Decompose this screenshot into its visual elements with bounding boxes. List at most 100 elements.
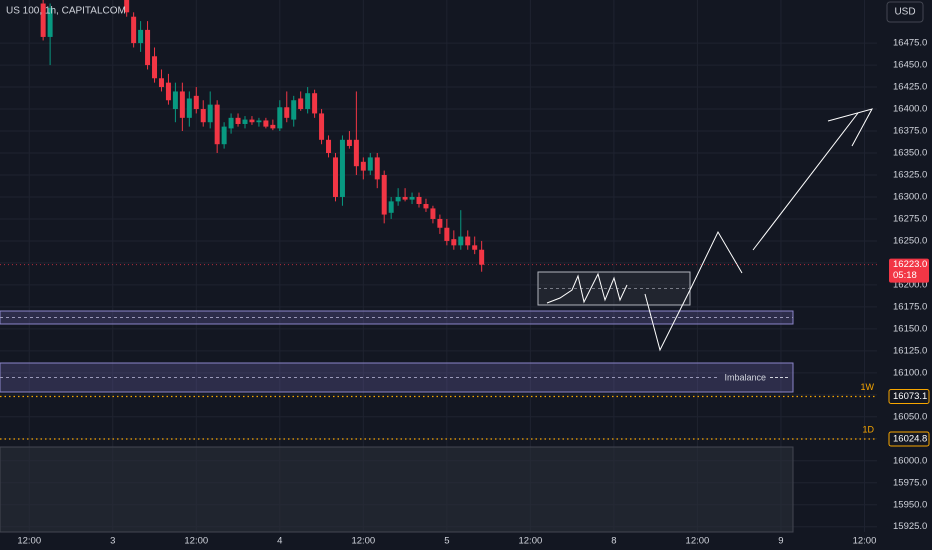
candle-body [437, 218, 443, 228]
candle-body [395, 196, 401, 202]
candle-body [298, 98, 304, 110]
candle-body [472, 245, 478, 250]
drawing [752, 112, 859, 251]
candle-body [312, 93, 318, 114]
level-box [888, 388, 930, 404]
x-tick-label: 5 [444, 536, 449, 547]
y-tick-label: 16450.0 [893, 60, 927, 71]
candle-body [256, 120, 262, 123]
candle-body [284, 107, 290, 118]
candle-body [305, 93, 311, 110]
y-tick-label: 16425.0 [893, 82, 927, 93]
y-tick-label: 15925.0 [893, 521, 927, 532]
y-tick-label: 15975.0 [893, 477, 927, 488]
drawing [546, 272, 628, 304]
candle-body [388, 201, 394, 213]
currency[interactable]: USD [894, 7, 915, 18]
candle-body [263, 120, 269, 127]
y-tick-label: 16000.0 [893, 455, 927, 466]
candle-body [214, 104, 220, 145]
y-tick-label: 16150.0 [893, 323, 927, 334]
y-tick-label: 16200.0 [893, 279, 927, 290]
candle-body [221, 126, 227, 145]
candles [40, 0, 485, 272]
candle-body [249, 119, 255, 123]
candle-body [402, 196, 408, 200]
candle-body [270, 124, 276, 129]
candle-body [326, 139, 332, 154]
y-tick-label: 16125.0 [893, 345, 927, 356]
zone [0, 446, 794, 533]
y-tick-label: 16050.0 [893, 411, 927, 422]
candle-body [339, 139, 345, 197]
candle-body [228, 117, 234, 129]
candle-body [172, 91, 178, 110]
level-name: 1W [861, 382, 875, 392]
y-tick-label: 16100.0 [893, 367, 927, 378]
axes: 15925.015950.015975.016000.016025.016050… [0, 38, 930, 547]
candle-body [374, 157, 380, 180]
candle-body [40, 3, 46, 37]
y-tick-label: 16350.0 [893, 148, 927, 159]
y-tick-label: 16325.0 [893, 170, 927, 181]
candle-body [479, 249, 485, 265]
x-tick-label: 12:00 [17, 536, 41, 547]
last-price-box [889, 258, 929, 283]
candle-body [186, 98, 192, 118]
candle-body [124, 0, 130, 13]
candle-body [360, 161, 366, 171]
x-tick-label: 4 [277, 536, 282, 547]
level-label: 16073.1 [893, 391, 927, 402]
candle-body [444, 227, 450, 241]
last-price-label: 16223.0 [893, 259, 927, 270]
y-tick-label: 16300.0 [893, 191, 927, 202]
x-tick-label: 8 [611, 536, 616, 547]
candle-body [179, 91, 185, 118]
candle-body [235, 117, 241, 124]
candle-body [158, 78, 164, 88]
symbol-title: US 100, 1h, CAPITALCOM [6, 6, 126, 17]
arrow-head [827, 108, 873, 147]
candle-body [193, 95, 199, 110]
candle-body [458, 236, 464, 246]
y-tick-label: 16475.0 [893, 38, 927, 49]
level-name: 1D [862, 424, 874, 434]
candle-body [423, 204, 429, 209]
x-tick-label: 12:00 [518, 536, 542, 547]
x-tick-label: 12:00 [686, 536, 710, 547]
level-box [888, 431, 930, 447]
y-tick-label: 16400.0 [893, 104, 927, 115]
candle-body [242, 119, 248, 124]
candle-body [319, 113, 325, 140]
drawing [644, 230, 743, 352]
y-tick-label: 16175.0 [893, 301, 927, 312]
y-tick-label: 15950.0 [893, 499, 927, 510]
x-tick-label: 12:00 [184, 536, 208, 547]
level-label: 16024.8 [893, 433, 927, 444]
candle-body [416, 196, 422, 205]
candle-body [430, 208, 436, 219]
candle-body [465, 236, 471, 246]
candle-body [367, 157, 373, 171]
candle-body [381, 174, 387, 215]
candle-body [152, 56, 158, 79]
candle-body [332, 157, 338, 197]
countdown: 05:18 [893, 270, 917, 281]
candle-body [451, 239, 457, 246]
zone-label: Imbalance [724, 372, 766, 382]
x-tick-label: 12:00 [351, 536, 375, 547]
candle-body [47, 7, 53, 37]
candle-body [291, 100, 297, 120]
y-tick-label: 16250.0 [893, 235, 927, 246]
x-tick-label: 12:00 [853, 536, 877, 547]
candle-body [145, 29, 151, 66]
candle-body [346, 139, 352, 146]
candle-body [409, 196, 415, 200]
candle-body [277, 107, 283, 129]
currency-button[interactable] [886, 1, 924, 23]
candle-body [138, 29, 144, 44]
candle-body [207, 104, 213, 123]
x-tick-label: 9 [778, 536, 783, 547]
